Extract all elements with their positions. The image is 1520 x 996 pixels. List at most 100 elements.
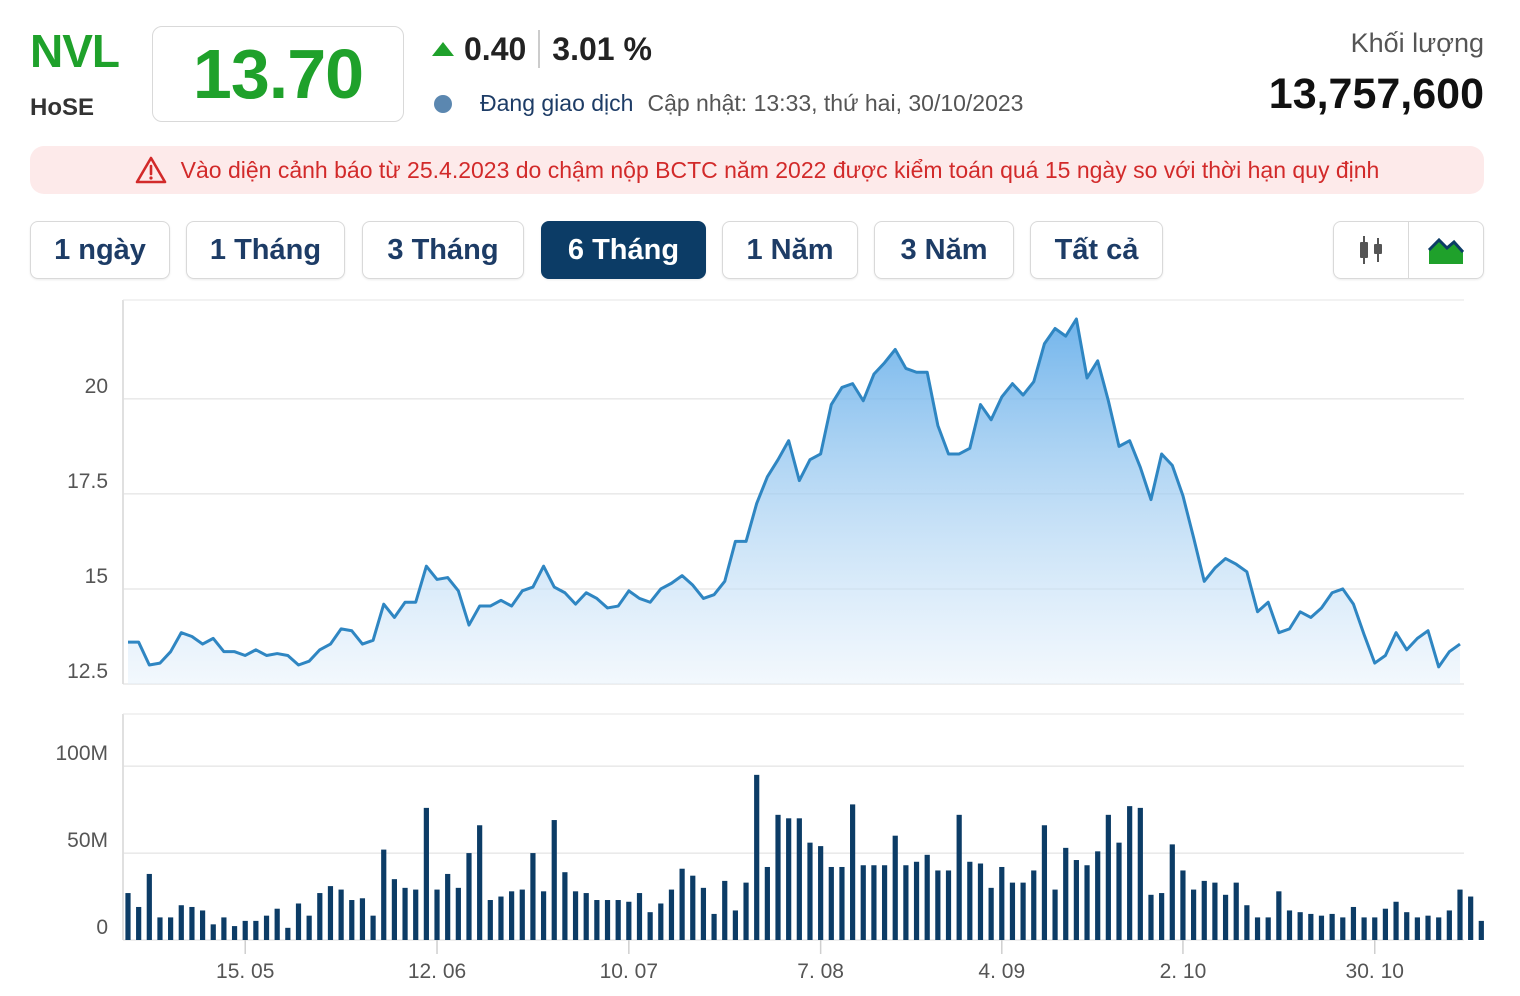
volume-bar <box>626 901 632 940</box>
volume-bar <box>1052 889 1058 940</box>
volume-bar <box>1318 915 1325 940</box>
price-box: 13.70 <box>152 26 404 122</box>
chart-type-toggle <box>1333 221 1484 279</box>
price-y-tick-label: 20 <box>85 375 108 398</box>
volume-bar <box>1372 917 1378 940</box>
volume-bar <box>445 873 451 940</box>
volume-bar <box>1127 806 1133 940</box>
tab-all[interactable]: Tất cả <box>1030 221 1163 279</box>
volume-bar <box>1446 910 1452 940</box>
volume-bar <box>1169 844 1175 940</box>
volume-bar <box>413 889 419 940</box>
volume-bar <box>967 861 973 940</box>
status-text: Đang giao dịch <box>480 90 634 116</box>
volume-bar <box>189 906 195 940</box>
volume-bar <box>253 920 259 940</box>
volume-bar <box>775 814 781 940</box>
volume-bar <box>935 870 941 940</box>
x-tick-label: 7. 08 <box>797 960 844 983</box>
x-tick-label: 10. 07 <box>600 960 658 983</box>
update-time: Cập nhật: 13:33, thứ hai, 30/10/2023 <box>647 90 1024 116</box>
tab-1-year[interactable]: 1 Năm <box>722 221 858 279</box>
current-price: 13.70 <box>192 35 364 113</box>
volume-bar <box>402 887 408 940</box>
volume-bar <box>945 870 952 940</box>
volume-bar <box>732 910 738 940</box>
volume-bar <box>1020 882 1026 940</box>
volume-bar <box>263 915 270 940</box>
volume-bar <box>924 854 930 940</box>
tab-3-months[interactable]: 3 Tháng <box>362 221 524 279</box>
volume-bar <box>572 891 579 940</box>
volume-bar <box>1222 894 1229 940</box>
warning-triangle-icon <box>135 156 166 184</box>
volume-bar <box>1212 882 1218 940</box>
price-y-tick-label: 12.5 <box>67 660 108 683</box>
volume-bar <box>349 900 355 940</box>
volume-bar <box>903 865 909 940</box>
volume-bar <box>327 886 334 940</box>
volume-bar <box>562 872 568 940</box>
volume-bar <box>615 900 621 940</box>
volume-bar <box>1041 825 1048 940</box>
tab-3-years[interactable]: 3 Năm <box>874 221 1014 279</box>
volume-bar <box>583 893 589 940</box>
candlestick-button[interactable] <box>1334 222 1408 278</box>
volume-bar <box>1350 906 1357 940</box>
volume-bar <box>1180 870 1186 940</box>
volume-bar <box>157 917 163 940</box>
volume-bar <box>1468 896 1474 940</box>
volume-bar <box>668 889 675 940</box>
ticker-symbol: NVL <box>30 25 120 77</box>
volume-bar <box>871 865 877 940</box>
volume-bar <box>796 818 802 940</box>
volume-bar <box>1393 901 1399 940</box>
volume-bar <box>1009 882 1016 940</box>
volume-label: Khối lượng <box>1350 28 1484 58</box>
warning-text: Vào diện cảnh báo từ 25.4.2023 do chậm n… <box>180 156 1380 183</box>
volume-bar <box>700 887 707 940</box>
volume-bar <box>1073 860 1079 940</box>
volume-bar <box>679 868 685 940</box>
volume-bar <box>1308 913 1314 940</box>
volume-bar <box>988 887 994 940</box>
volume-bar <box>221 917 227 940</box>
area-chart-button[interactable] <box>1408 222 1483 278</box>
volume-bar <box>1457 889 1463 940</box>
tab-6-months[interactable]: 6 Tháng <box>541 221 706 279</box>
volume-bar <box>913 861 920 940</box>
volume-bar <box>956 814 962 940</box>
volume-bar <box>210 924 216 940</box>
volume-bar <box>168 917 174 940</box>
candlestick-icon <box>1360 236 1382 264</box>
x-tick-label: 12. 06 <box>408 960 466 983</box>
volume-bar <box>1116 842 1122 940</box>
volume-bar <box>839 866 845 940</box>
volume-bar <box>999 866 1005 940</box>
volume-bar <box>807 842 813 940</box>
volume-bar <box>636 893 643 940</box>
volume-bar <box>743 882 749 940</box>
volume-bar <box>711 913 717 940</box>
volume-y-tick-label: 100M <box>55 742 108 765</box>
x-tick-label: 15. 05 <box>216 960 274 983</box>
volume-bar <box>391 879 397 940</box>
volume-bar <box>850 804 856 940</box>
volume-bar <box>359 898 366 940</box>
volume-bar <box>136 906 142 940</box>
volume-y-tick-label: 0 <box>96 916 108 939</box>
volume-bar <box>604 900 611 940</box>
volume-bar <box>477 825 483 940</box>
volume-y-tick-label: 50M <box>67 829 108 852</box>
volume-bar <box>647 912 653 940</box>
x-tick-label: 4. 09 <box>978 960 1025 983</box>
volume-bar <box>530 853 536 940</box>
volume-bar <box>658 903 664 940</box>
tab-1-month[interactable]: 1 Tháng <box>186 221 345 279</box>
volume-bar <box>274 908 280 940</box>
x-tick-label: 30. 10 <box>1346 960 1404 983</box>
tab-1-day[interactable]: 1 ngày <box>30 221 170 279</box>
triangle-up-icon <box>432 42 454 56</box>
volume-bar <box>1244 905 1250 940</box>
volume-bar <box>1265 917 1271 940</box>
